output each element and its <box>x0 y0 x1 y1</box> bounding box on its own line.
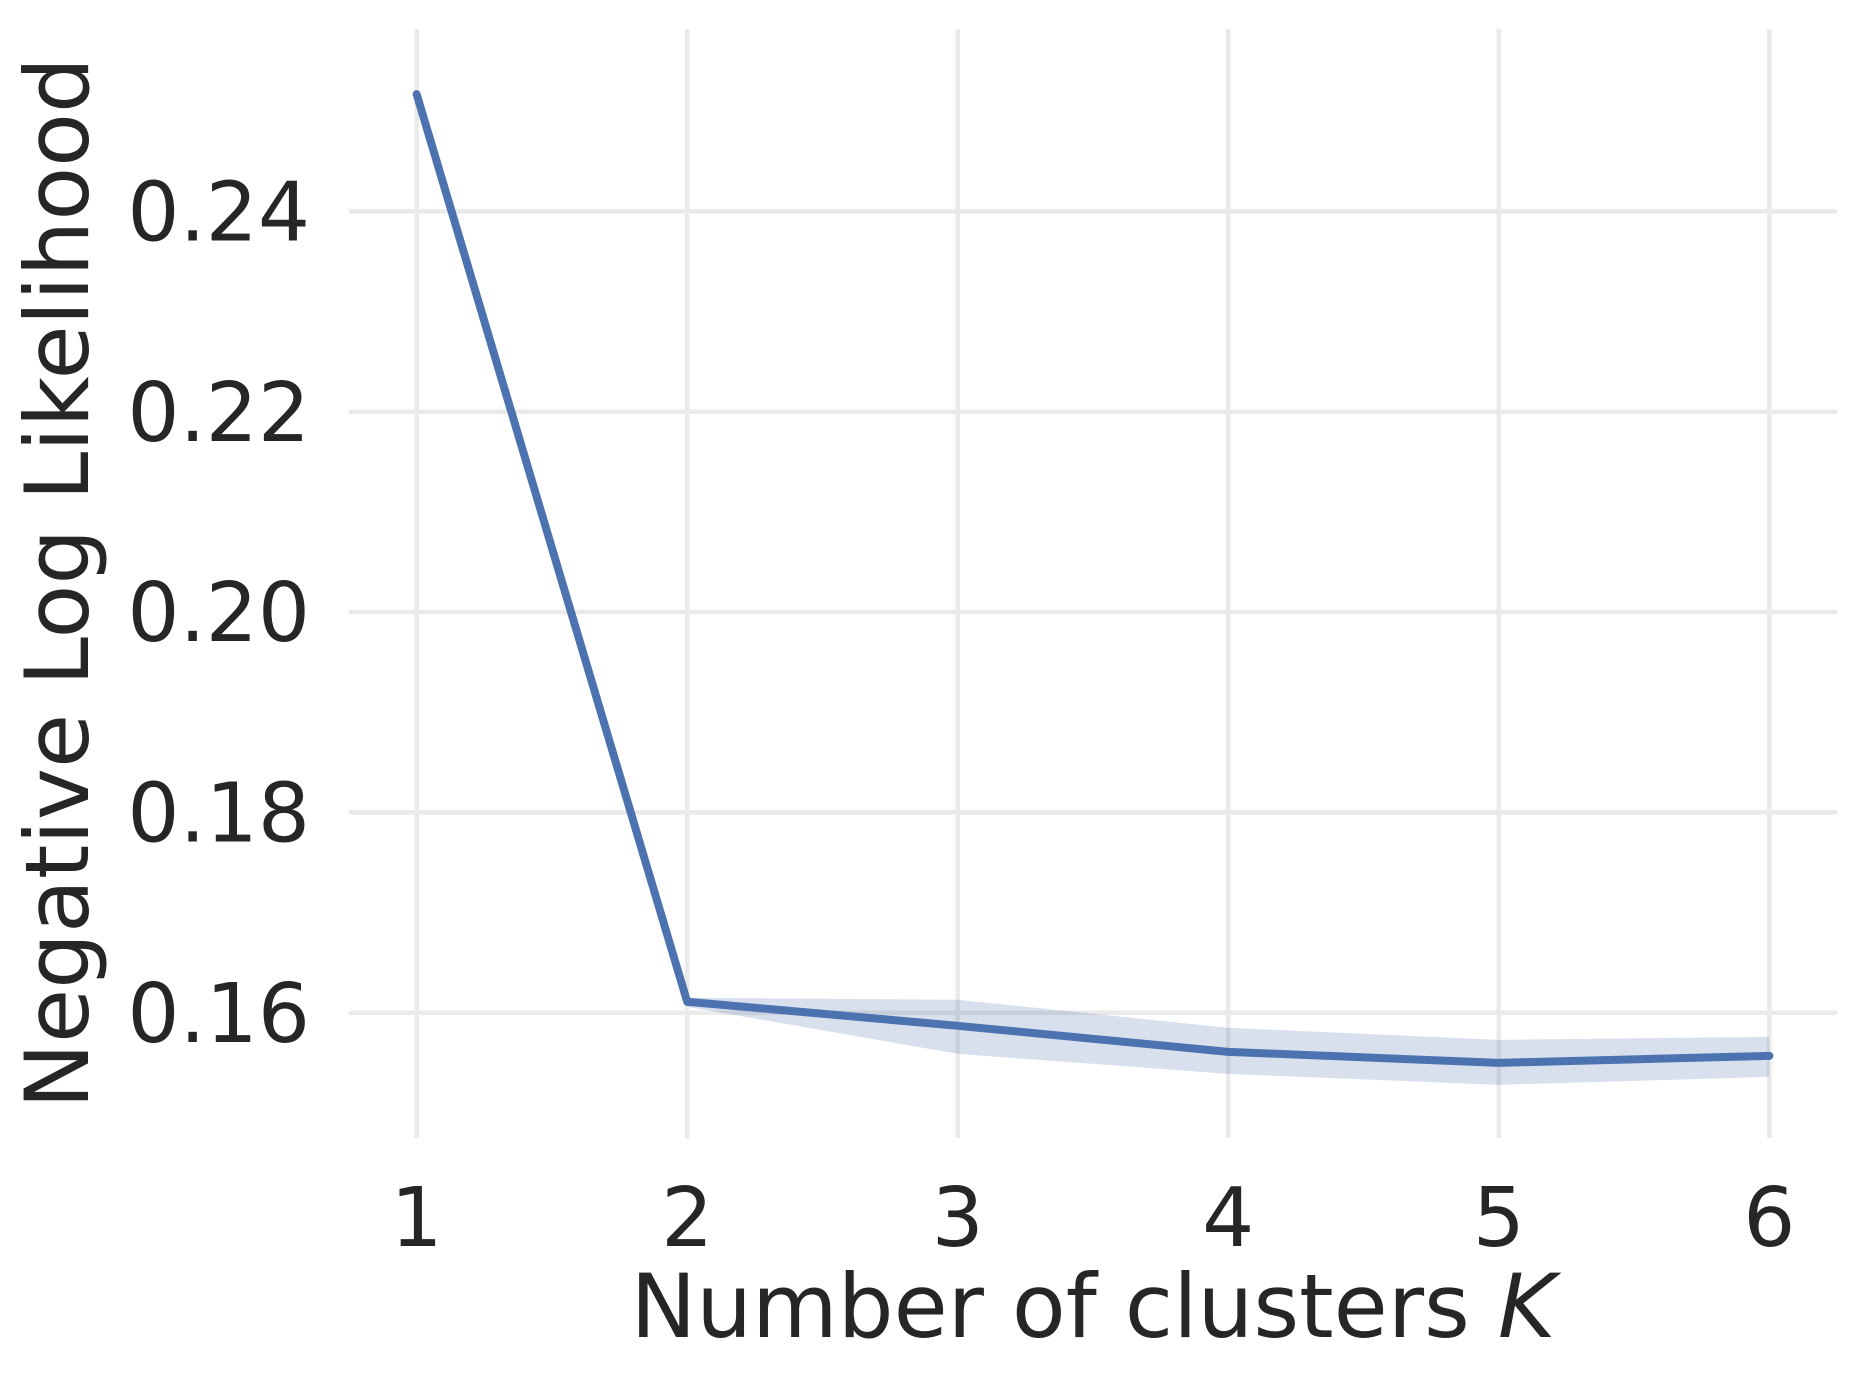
y-tick-labels: 0.16 0.18 0.20 0.22 0.24 <box>127 165 310 1061</box>
x-tick-label: 6 <box>1743 1171 1795 1266</box>
x-axis-label-italic-k: K <box>1498 1255 1562 1358</box>
x-tick-label: 5 <box>1473 1171 1525 1266</box>
x-tick-label: 4 <box>1202 1171 1254 1266</box>
y-tick-label: 0.24 <box>127 165 310 260</box>
x-tick-labels: 1 2 3 4 5 6 <box>391 1171 1796 1266</box>
x-tick-label: 3 <box>932 1171 984 1266</box>
y-tick-label: 0.16 <box>127 967 310 1062</box>
x-axis-label: Number of clusters K <box>630 1255 1561 1358</box>
y-tick-label: 0.18 <box>127 767 310 862</box>
y-axis-label: Negative Log Likelihood <box>6 57 109 1109</box>
y-tick-label: 0.22 <box>127 366 310 461</box>
x-tick-label: 1 <box>391 1171 443 1266</box>
gridlines <box>349 29 1837 1138</box>
confidence-band <box>416 92 1770 1085</box>
y-tick-label: 0.20 <box>127 566 310 661</box>
x-tick-label: 2 <box>661 1171 713 1266</box>
x-axis-label-text: Number of clusters <box>630 1255 1497 1358</box>
nll-line <box>412 90 1774 1067</box>
